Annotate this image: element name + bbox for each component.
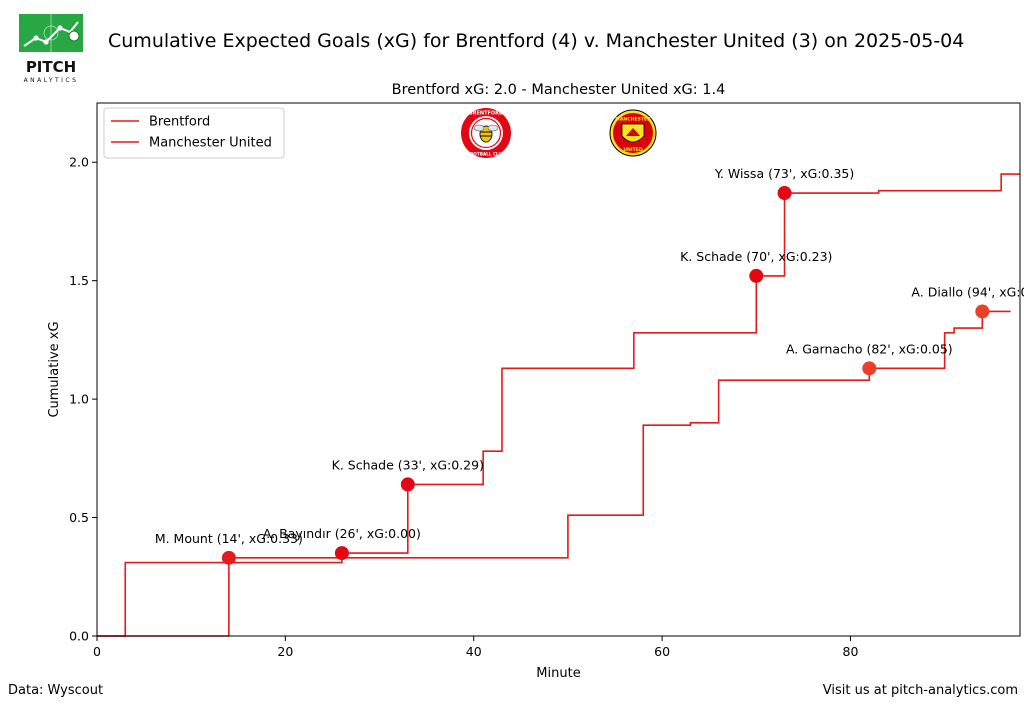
series-line-manchester-united — [97, 310, 1011, 637]
x-tick-label: 80 — [843, 644, 859, 659]
y-tick-label: 1.5 — [69, 273, 89, 288]
y-tick-label: 0.5 — [69, 510, 89, 525]
goal-marker — [221, 550, 236, 565]
badge-text-bottom: FOOTBALL CLUB — [467, 152, 505, 157]
x-axis-label: Minute — [536, 666, 580, 681]
badge-text-top: BRENTFORD — [469, 111, 503, 117]
manchester-united-badge: MANCHESTER UNITED — [609, 109, 657, 157]
goal-marker — [749, 268, 764, 283]
pitch-analytics-logo: PITCH ANALYTICS — [16, 14, 86, 84]
goal-annotation: A. Bayındır (26', xG:0.00) — [263, 526, 421, 541]
goal-annotation: K. Schade (70', xG:0.23) — [680, 249, 832, 264]
badge-text-top: MANCHESTER — [615, 117, 651, 123]
x-tick-label: 20 — [277, 644, 293, 659]
goal-marker — [400, 477, 415, 492]
series-line-brentford — [97, 173, 1020, 637]
goal-marker — [975, 304, 990, 319]
goal-marker — [777, 186, 792, 201]
goal-annotation: K. Schade (33', xG:0.29) — [332, 457, 484, 472]
x-tick-label: 40 — [466, 644, 482, 659]
y-tick-label: 2.0 — [69, 155, 89, 170]
legend-box — [103, 107, 285, 159]
goal-annotation: A. Diallo (94', xG:0.07) — [911, 284, 1024, 299]
brentford-badge: BRENTFORD FOOTBALL CLUB — [461, 108, 511, 158]
logo-tagline: ANALYTICS — [24, 77, 79, 84]
legend-label: Manchester United — [149, 136, 272, 151]
y-axis-label: Cumulative xG — [47, 321, 62, 417]
goal-annotation: M. Mount (14', xG:0.33) — [155, 531, 303, 546]
chart-legend: Brentford Manchester United — [103, 107, 285, 159]
page-title: Cumulative Expected Goals (xG) for Brent… — [108, 30, 965, 52]
x-tick-label: 60 — [654, 644, 670, 659]
y-tick-label: 1.0 — [69, 392, 89, 407]
y-tick-label: 0.0 — [69, 629, 89, 644]
legend-label: Brentford — [149, 115, 210, 130]
x-tick-label: 0 — [93, 644, 101, 659]
goal-marker — [862, 361, 877, 376]
badge-text-bottom: UNITED — [623, 147, 643, 153]
website-link[interactable]: Visit us at pitch-analytics.com — [822, 683, 1018, 698]
goal-annotation: Y. Wissa (73', xG:0.35) — [714, 166, 854, 181]
chart-subtitle: Brentford xG: 2.0 - Manchester United xG… — [392, 82, 726, 98]
logo-football-icon — [68, 30, 80, 42]
plot-frame — [96, 102, 1021, 637]
data-source-note: Data: Wyscout — [8, 683, 104, 698]
goal-marker — [334, 546, 349, 561]
goal-annotation: A. Garnacho (82', xG:0.05) — [786, 341, 953, 356]
logo-wordmark: PITCH — [26, 58, 76, 76]
